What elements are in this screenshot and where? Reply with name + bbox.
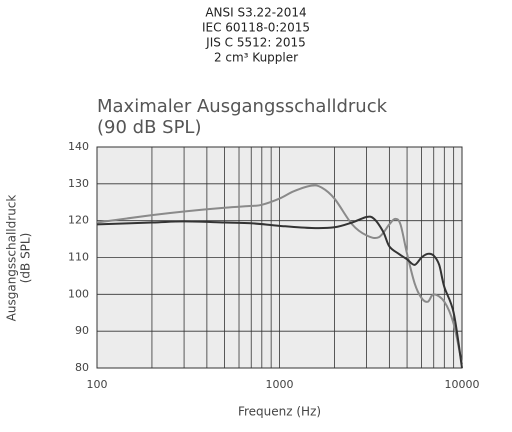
y-tick-label: 130 xyxy=(68,177,89,190)
y-tick-label: 120 xyxy=(68,214,89,227)
y-tick-label: 80 xyxy=(75,361,89,374)
y-axis-label: (dB SPL) xyxy=(19,233,33,284)
header-line: JIS C 5512: 2015 xyxy=(205,36,306,50)
y-tick-label: 140 xyxy=(68,140,89,153)
x-tick-label: 1000 xyxy=(266,378,294,391)
y-tick-label: 100 xyxy=(68,287,89,300)
x-tick-label: 10000 xyxy=(445,378,480,391)
x-tick-label: 100 xyxy=(87,378,108,391)
series-line xyxy=(96,184,463,365)
x-axis-label: Frequenz (Hz) xyxy=(238,405,321,419)
header-line: ANSI S3.22-2014 xyxy=(205,6,306,20)
header-line: 2 cm³ Kuppler xyxy=(214,51,298,65)
y-tick-label: 90 xyxy=(75,324,89,337)
chart-title: Maximaler Ausgangsschalldruck xyxy=(97,96,388,117)
header-line: IEC 60118-0:2015 xyxy=(202,21,310,35)
y-axis-label: Ausgangsschalldruck xyxy=(5,195,19,322)
plot-border xyxy=(96,146,463,369)
series-line xyxy=(96,215,463,369)
y-tick-label: 110 xyxy=(68,251,89,264)
chart-title: (90 dB SPL) xyxy=(97,117,201,138)
